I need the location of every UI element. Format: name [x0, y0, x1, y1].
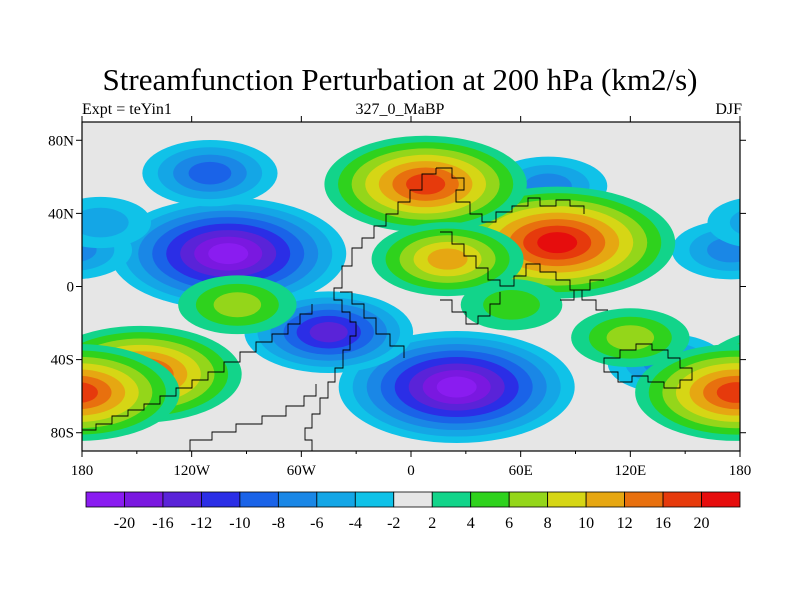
colorbar-box [662, 491, 702, 508]
contour-band [537, 232, 578, 254]
x-tick-label: 180 [729, 463, 752, 479]
colorbar-box [585, 491, 625, 508]
experiment-label: Expt = teYin1 [82, 101, 172, 118]
colorbar-label: -4 [349, 515, 362, 532]
contour-band-wrap [729, 211, 740, 234]
colorbar-label: 16 [655, 515, 671, 532]
high-center-13 [82, 344, 740, 441]
contour-band [213, 292, 262, 318]
contour-band-wrap [82, 375, 112, 410]
contour-band [188, 161, 232, 185]
colorbar-box [508, 491, 549, 508]
x-tick-label: 120E [614, 463, 646, 479]
colorbar-label: 6 [505, 515, 513, 532]
colorbar: -20 -16 -12 -10 -8 -6 -4 -2 2 4 6 8 10 12 16 20 [85, 491, 741, 532]
axis-ticks: 180 120W 60W 0 60E 120E 180 80N 40N 0 40S 80S [48, 116, 751, 479]
colorbar-label: 20 [694, 515, 710, 532]
high-center-15 [460, 279, 563, 331]
colorbar-box [277, 491, 318, 508]
x-tick-label: 180 [71, 463, 94, 479]
colorbar-label: -16 [152, 515, 173, 532]
colorbar-box [470, 491, 510, 508]
contour-band-wrap [82, 382, 98, 403]
x-tick-label: 60W [287, 463, 317, 479]
contour-band [208, 243, 249, 265]
colorbar-box [162, 491, 202, 508]
chart-title: Streamfunction Perturbation at 200 hPa (… [102, 62, 698, 97]
colorbar-label: 12 [617, 515, 633, 532]
high-center-12 [178, 275, 297, 335]
high-center-9 [324, 135, 527, 233]
low-center-6 [82, 196, 740, 249]
colorbar-label: -2 [387, 515, 400, 532]
high-center-11 [371, 222, 524, 297]
colorbar-label: 2 [428, 515, 436, 532]
contour-band [309, 322, 348, 343]
colorbar-box [547, 491, 587, 508]
colorbar-label: -10 [229, 515, 250, 532]
colorbar-label: 10 [578, 515, 594, 532]
colorbar-label: 4 [467, 515, 475, 532]
x-tick-label: 60E [509, 463, 533, 479]
low-center-1 [338, 331, 575, 444]
contour-band [82, 207, 129, 238]
colorbar-label: -12 [191, 515, 212, 532]
low-center-0 [110, 197, 347, 310]
colorbar-box [85, 491, 125, 508]
colorbar-label: -20 [114, 515, 135, 532]
colorbar-box [239, 491, 279, 508]
contour-field [82, 122, 740, 451]
y-tick-label: 40N [48, 206, 74, 222]
colorbar-label: -6 [310, 515, 323, 532]
contour-band [483, 289, 540, 320]
colorbar-box [201, 491, 241, 508]
y-tick-label: 80N [48, 133, 74, 149]
colorbar-box [701, 491, 741, 508]
contour-band [606, 325, 655, 351]
colorbar-box [393, 491, 433, 508]
contour-band [427, 248, 468, 270]
x-tick-label: 120W [173, 463, 211, 479]
x-tick-label: 0 [407, 463, 415, 479]
colorbar-box [354, 491, 395, 508]
coastline-outline [82, 167, 693, 451]
contour-band [406, 173, 446, 195]
y-tick-label: 0 [67, 280, 75, 296]
contour-band [436, 376, 477, 398]
colorbar-box [124, 491, 164, 508]
colorbar-box [316, 491, 356, 508]
low-center-3 [142, 139, 278, 207]
run-label: 327_0_MaBP [355, 101, 445, 118]
contour-band-wrap [707, 198, 740, 247]
colorbar-box [624, 491, 664, 508]
colorbar-label: -8 [272, 515, 285, 532]
colorbar-label: 8 [544, 515, 552, 532]
contour-band-wrap [738, 366, 740, 382]
season-label: DJF [715, 101, 742, 118]
y-tick-label: 40S [51, 353, 74, 369]
y-tick-label: 80S [51, 426, 74, 442]
colorbar-box [431, 491, 472, 508]
contour-band [716, 382, 740, 403]
